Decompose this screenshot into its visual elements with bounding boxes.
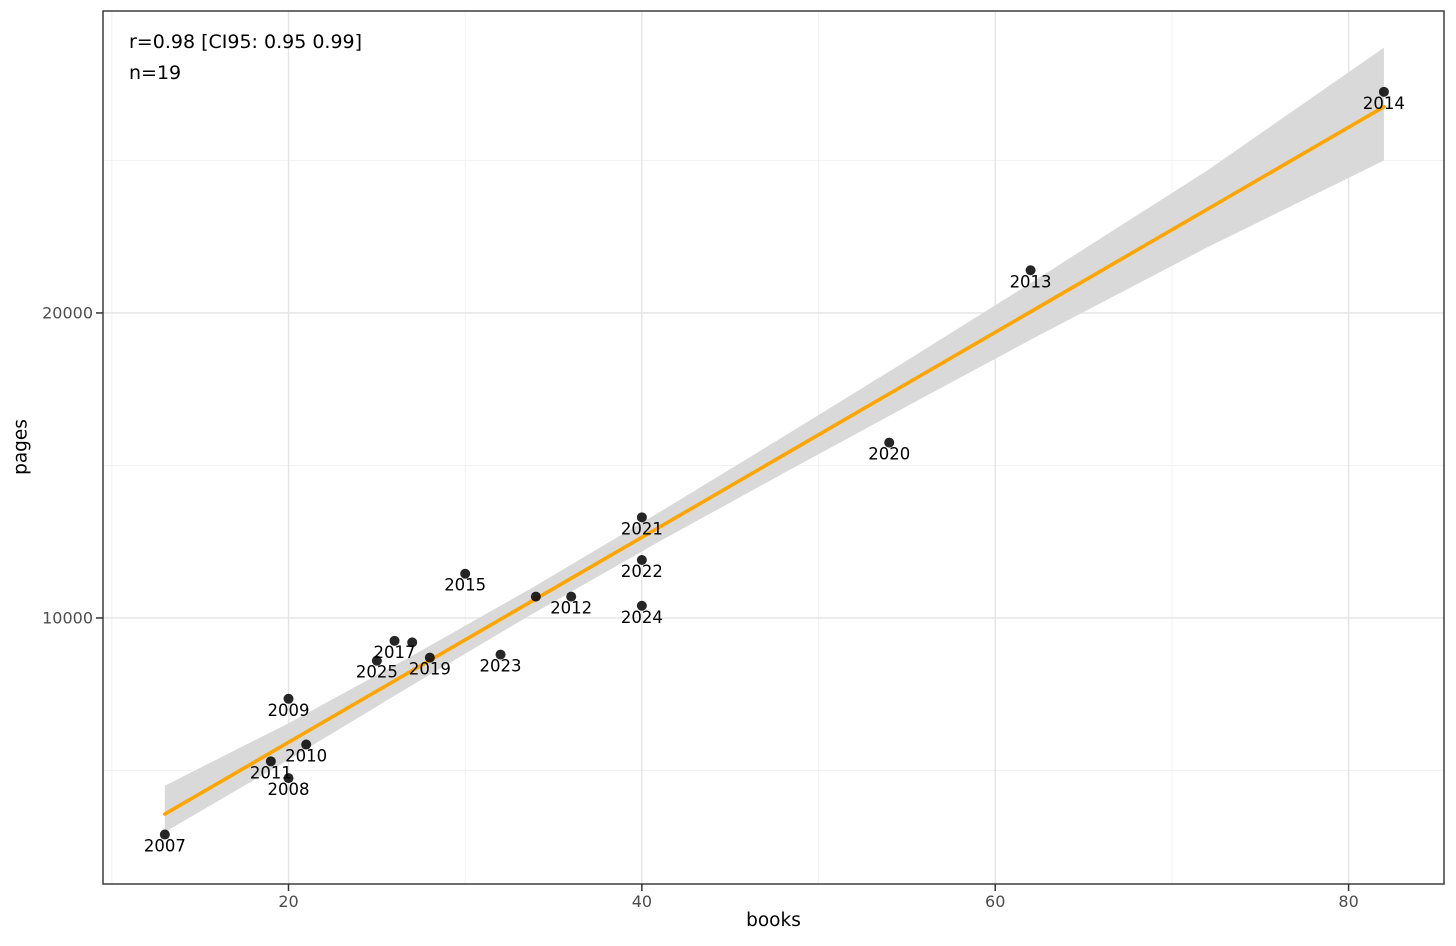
data-point-2025 bbox=[371, 655, 382, 666]
data-point-2008 bbox=[283, 773, 294, 784]
point-label-2011: 2011 bbox=[250, 763, 292, 782]
point-label-2024: 2024 bbox=[621, 608, 663, 627]
point-label-2015: 2015 bbox=[444, 576, 486, 595]
y-axis-title: pages bbox=[10, 419, 32, 475]
correlation-stat-text: r=0.98 [CI95: 0.95 0.99] bbox=[129, 31, 363, 53]
point-label-2009: 2009 bbox=[268, 701, 310, 720]
data-point-2020 bbox=[884, 437, 895, 448]
y-axis-tick-label: 10000 bbox=[42, 608, 93, 627]
regression-line bbox=[163, 104, 1386, 816]
data-point-2013 bbox=[1025, 265, 1036, 276]
point-label-2019: 2019 bbox=[409, 660, 451, 679]
data-point-2024 bbox=[636, 600, 647, 611]
data-point-2023 bbox=[495, 649, 506, 660]
sample-size-text: n=19 bbox=[129, 62, 182, 84]
point-label-2014: 2014 bbox=[1363, 94, 1405, 113]
point-label-2008: 2008 bbox=[268, 780, 310, 799]
point-label-2013: 2013 bbox=[1010, 272, 1052, 291]
point-label-2017: 2017 bbox=[374, 643, 416, 662]
data-point-2022 bbox=[636, 555, 647, 566]
data-point-unlabeled bbox=[530, 591, 541, 602]
point-label-2025: 2025 bbox=[356, 663, 398, 682]
point-label-2021: 2021 bbox=[621, 519, 663, 538]
data-point-2010 bbox=[301, 739, 312, 750]
x-axis-tick-label: 20 bbox=[278, 892, 298, 911]
data-point-2007 bbox=[159, 829, 170, 840]
point-label-2022: 2022 bbox=[621, 562, 663, 581]
data-point-unlabeled bbox=[407, 637, 418, 648]
data-point-2017 bbox=[389, 635, 400, 646]
x-axis-tick-label: 80 bbox=[1338, 892, 1358, 911]
data-point-2011 bbox=[265, 756, 276, 767]
point-label-2010: 2010 bbox=[285, 747, 327, 766]
data-point-2014 bbox=[1378, 86, 1389, 97]
x-axis-tick-label: 40 bbox=[632, 892, 652, 911]
data-point-2009 bbox=[283, 693, 294, 704]
panel-border bbox=[102, 10, 1445, 885]
point-label-2020: 2020 bbox=[868, 445, 910, 464]
data-point-2019 bbox=[424, 652, 435, 663]
data-point-2015 bbox=[460, 568, 471, 579]
data-point-2021 bbox=[636, 512, 647, 523]
x-axis-tick-label: 60 bbox=[985, 892, 1005, 911]
point-label-2023: 2023 bbox=[480, 657, 522, 676]
point-label-2007: 2007 bbox=[144, 837, 186, 856]
point-label-2012: 2012 bbox=[550, 599, 592, 618]
stats-annotation: r=0.98 [CI95: 0.95 0.99] n=19 bbox=[129, 27, 362, 89]
data-point-2012 bbox=[566, 591, 577, 602]
x-axis-title: books bbox=[746, 910, 801, 931]
y-axis-tick-label: 20000 bbox=[42, 303, 93, 322]
